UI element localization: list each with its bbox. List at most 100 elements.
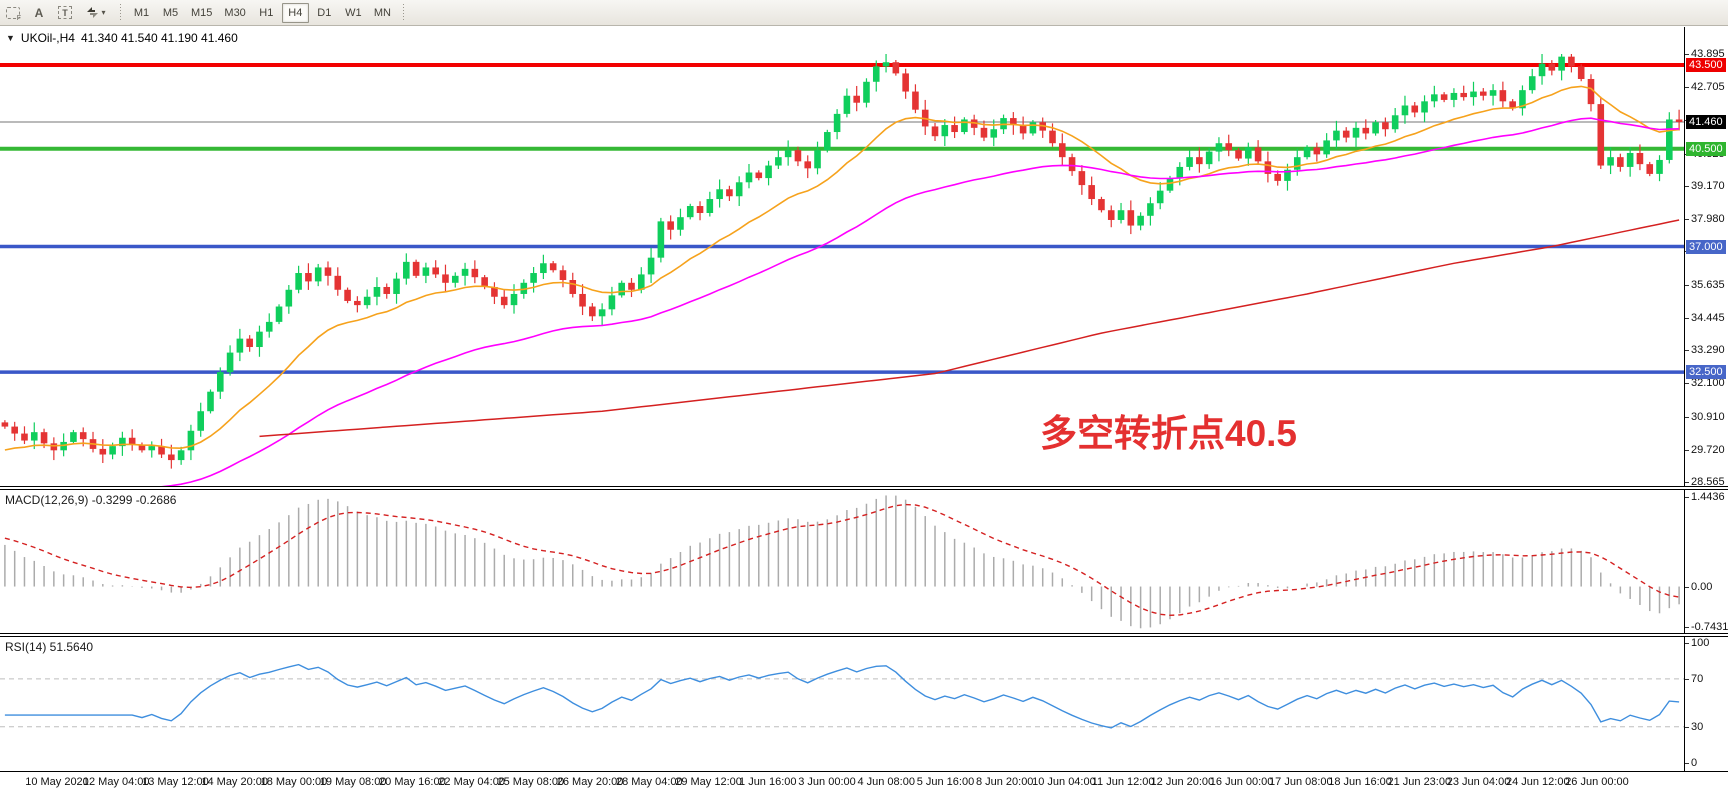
candle-body [814, 150, 821, 169]
time-label: 26 Jun 00:00 [1565, 776, 1629, 788]
tf-button-M1[interactable]: M1 [133, 6, 150, 19]
collapse-triangle-icon[interactable]: ▼ [6, 33, 15, 43]
tf-button-H4[interactable]: H4 [281, 2, 309, 23]
candle-body [99, 448, 107, 455]
candle-body [794, 150, 802, 162]
candle-body [383, 286, 391, 294]
candle-body [1333, 130, 1340, 141]
candle-body [1636, 152, 1644, 165]
time-label: 22 May 04:00 [438, 776, 505, 788]
tf-button-W1[interactable]: W1 [345, 6, 362, 19]
candle-body [1078, 171, 1086, 186]
main-chart-panel[interactable]: ▼ UKOil-,H4 41.340 41.540 41.190 41.460 … [0, 27, 1728, 488]
rsi-axis-label: 100 [1691, 636, 1710, 649]
candle-body [745, 172, 753, 183]
candle-body [970, 119, 978, 128]
candle-body [618, 282, 626, 296]
tf-button-M15[interactable]: M15 [191, 6, 213, 19]
turning-point-annotation[interactable]: 多空转折点40.5 [1040, 413, 1298, 454]
chart-symbol-title: ▼ UKOil-,H4 41.340 41.540 41.190 41.460 [6, 31, 238, 45]
time-axis[interactable]: 10 May 2020 12 May 04:00 13 May 12:00 14 Ma… [0, 772, 1728, 793]
candle-body [403, 261, 410, 279]
candle-body [226, 352, 234, 373]
candle-body [119, 437, 126, 447]
time-label: 10 Jun 04:00 [1032, 776, 1096, 788]
price-plot-area[interactable]: 多空转折点40.5 [0, 27, 1684, 486]
candle-body [520, 282, 528, 294]
candle-body [207, 391, 214, 412]
time-label: 18 May 00:00 [260, 776, 328, 788]
candle-body [1617, 157, 1624, 167]
candle-body [1274, 173, 1281, 181]
candle-body [1186, 157, 1193, 167]
candle-body [30, 432, 38, 441]
candle-body [1577, 66, 1585, 79]
candle-body [716, 189, 723, 200]
candle-body [961, 119, 968, 133]
candle-body [872, 66, 880, 82]
macd-axis[interactable]: 1.4436 0.00 -0.7431 [1685, 490, 1728, 633]
arrows-tool-icon[interactable]: ▾ [81, 4, 111, 22]
chart-frame-icon[interactable]: F [3, 4, 23, 22]
macd-signal-line [4, 503, 1680, 617]
toolbar-grip[interactable] [118, 3, 123, 22]
time-label: 29 May 12:00 [675, 776, 742, 788]
candle-body [1568, 56, 1575, 67]
candle-body [549, 263, 557, 271]
tick-mark [1685, 497, 1689, 498]
candle-body [1196, 157, 1203, 165]
candlestick-chart[interactable] [0, 27, 1684, 486]
text-annotation-icon[interactable]: A [34, 5, 44, 20]
price-axis[interactable]: 43.89542.70541.51540.32539.17037.98036.8… [1685, 27, 1728, 488]
time-label: 16 Jun 00:00 [1209, 776, 1274, 788]
macd-label: MACD(12,26,9) -0.3299 -0.2686 [5, 493, 177, 507]
candle-body [598, 309, 606, 317]
time-label: 12 Jun 20:00 [1150, 776, 1215, 788]
rsi-panel[interactable]: RSI(14) 51.5640 100 70 30 0 [0, 636, 1728, 772]
tick-mark [1685, 87, 1689, 89]
text-box-icon[interactable]: T [55, 4, 75, 22]
price-tick-label: 39.170 [1691, 179, 1725, 192]
candle-body [148, 446, 156, 451]
time-label: 12 May 04:00 [82, 776, 150, 788]
tf-button-M5[interactable]: M5 [162, 6, 179, 19]
candle-body [628, 282, 635, 290]
candle-body [1391, 115, 1399, 130]
macd-plot-area[interactable] [0, 490, 1684, 633]
tf-button-M30[interactable]: M30 [224, 6, 246, 19]
candle-body [853, 95, 860, 103]
candle-body [1166, 178, 1174, 191]
candle-body [412, 261, 420, 276]
candle-body [177, 450, 185, 461]
candle-body [491, 286, 498, 297]
candle-body [1372, 122, 1379, 134]
candle-body [305, 273, 312, 282]
candle-body [363, 296, 371, 306]
candle-body [138, 444, 146, 451]
candle-body [265, 321, 273, 332]
tf-button-MN[interactable]: MN [373, 6, 391, 19]
chevron-down-icon[interactable]: ▾ [101, 8, 106, 17]
toolbar-grip-2[interactable] [400, 3, 406, 22]
candle-body [824, 132, 831, 151]
candle-body [540, 263, 547, 274]
candle-body [295, 273, 302, 290]
rsi-plot-area[interactable] [0, 637, 1684, 771]
candle-body [60, 441, 67, 451]
candle-body [1597, 104, 1605, 166]
candle-body [432, 267, 439, 275]
candle-body [657, 221, 665, 258]
candle-body [1098, 199, 1105, 211]
candle-body [863, 81, 870, 103]
rsi-value-axis[interactable]: 100 70 30 0 [1685, 637, 1728, 771]
price-badge-41.460: 41.460 [1686, 114, 1726, 129]
candle-body [1460, 92, 1468, 98]
macd-axis-label: 1.4436 [1691, 491, 1725, 503]
candle-body [1431, 94, 1438, 102]
candle-body [980, 127, 988, 138]
tf-button-D1[interactable]: D1 [317, 6, 332, 19]
candle-body [1342, 130, 1350, 138]
macd-panel[interactable]: MACD(12,26,9) -0.3299 -0.2686 1.4436 0.00… [0, 489, 1728, 634]
price-tick-label: 30.910 [1691, 410, 1725, 423]
tf-button-H1[interactable]: H1 [259, 6, 274, 19]
